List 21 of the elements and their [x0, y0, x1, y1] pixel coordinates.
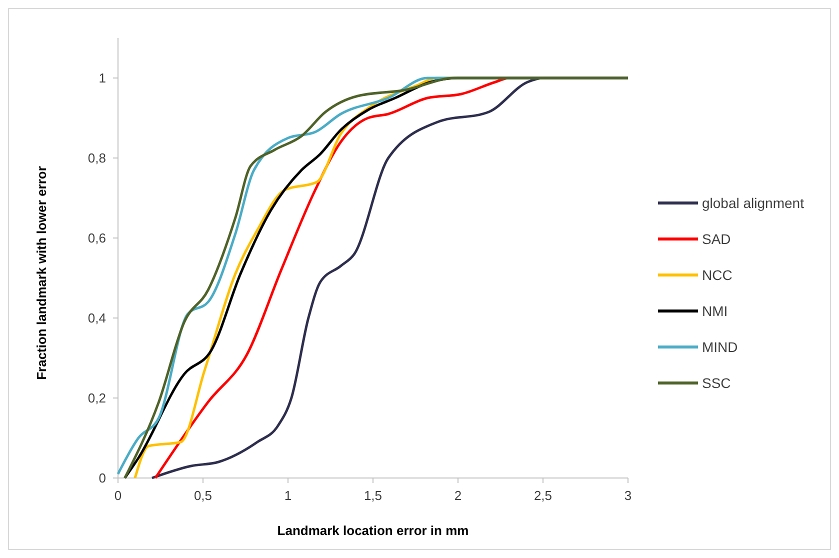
x-tick-label: 0 [114, 488, 122, 503]
x-tick-label: 0,5 [194, 488, 212, 503]
legend-label: SSC [702, 374, 731, 391]
y-tick-label: 0 [98, 470, 106, 486]
y-tick-label: 1 [98, 70, 106, 86]
y-axis-title: Fraction landmark with lower error [34, 166, 49, 380]
legend-label: SAD [702, 230, 731, 247]
x-tick-label: 2,5 [534, 488, 552, 503]
x-tick-label: 2 [454, 488, 462, 503]
y-tick-label: 0,6 [88, 230, 106, 246]
legend-label: NMI [702, 302, 728, 319]
legend-label: MIND [702, 338, 738, 355]
x-axis-title: Landmark location error in mm [277, 523, 469, 538]
legend-label: global alignment [702, 194, 804, 211]
x-tick-label: 1 [284, 488, 292, 503]
y-tick-label: 0,4 [88, 310, 106, 326]
x-tick-label: 1,5 [364, 488, 382, 503]
y-tick-label: 0,2 [88, 390, 106, 406]
x-tick-label: 3 [624, 488, 632, 503]
legend-label: NCC [702, 266, 732, 283]
y-tick-label: 0,8 [88, 150, 106, 166]
